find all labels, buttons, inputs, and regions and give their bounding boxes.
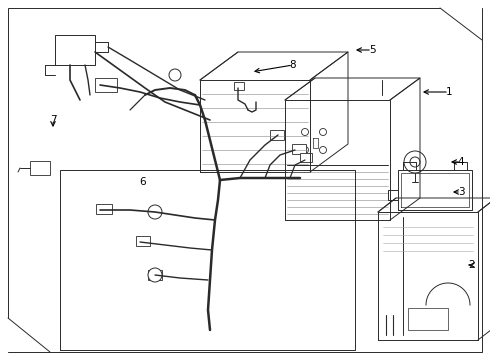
Text: 4: 4 [458, 157, 465, 167]
Bar [148, 270, 162, 280]
Circle shape [169, 69, 181, 81]
Bar [292, 144, 306, 154]
Text: 6: 6 [140, 177, 147, 187]
Bar [136, 236, 150, 246]
Text: 8: 8 [290, 60, 296, 70]
Bar [408, 308, 448, 330]
Text: 3: 3 [458, 187, 465, 197]
Bar [95, 78, 117, 92]
Circle shape [404, 151, 426, 173]
Text: 7: 7 [49, 115, 56, 125]
Text: 1: 1 [446, 87, 452, 97]
Polygon shape [440, 8, 482, 40]
Bar [96, 204, 112, 214]
Text: 5: 5 [368, 45, 375, 55]
Bar [300, 153, 312, 162]
Polygon shape [8, 318, 50, 352]
Circle shape [148, 268, 162, 282]
Circle shape [148, 205, 162, 219]
Circle shape [410, 157, 420, 167]
Bar [234, 82, 244, 90]
Text: 2: 2 [469, 260, 475, 270]
Bar [270, 130, 284, 140]
Bar [30, 161, 50, 175]
